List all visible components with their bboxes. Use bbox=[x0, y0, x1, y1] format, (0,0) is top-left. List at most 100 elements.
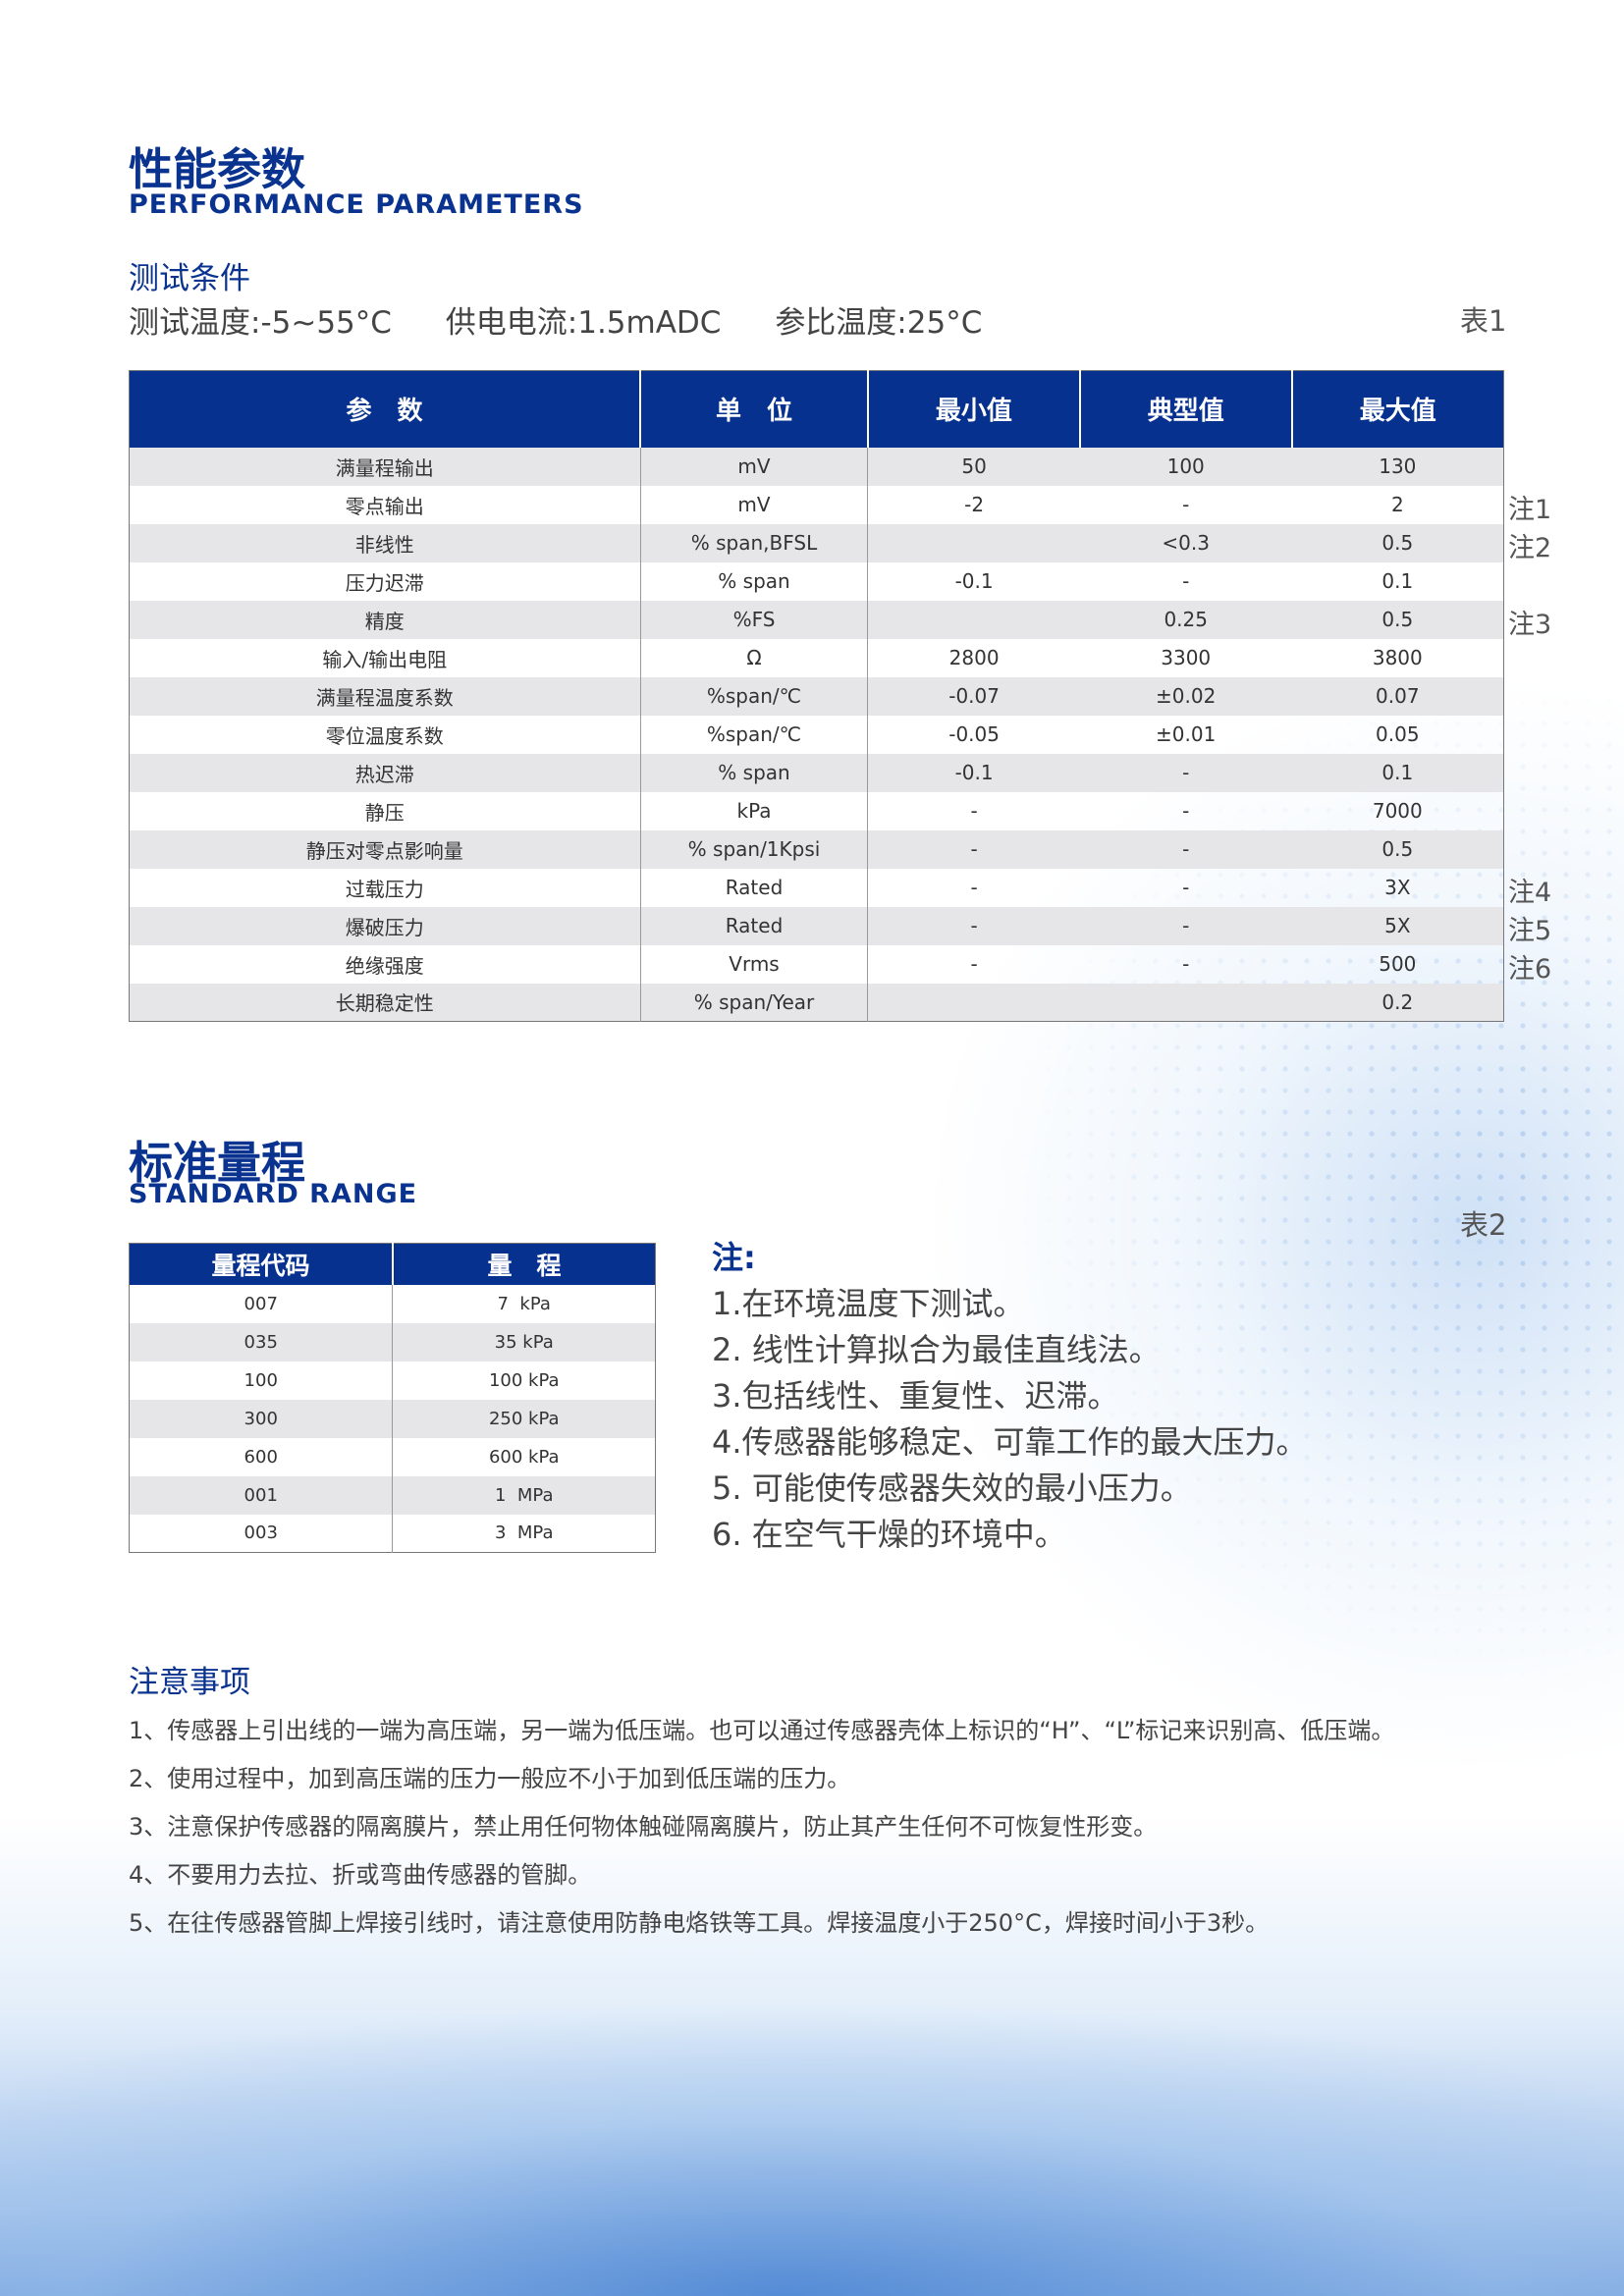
table1-cell: -0.1 bbox=[954, 569, 994, 593]
table2-cell: 035 bbox=[129, 1322, 394, 1362]
table1-cell: 精度 bbox=[129, 600, 641, 639]
table2-header-0: 量程代码 bbox=[129, 1243, 394, 1285]
table1-cell: 0.5 bbox=[1291, 829, 1504, 869]
table2-cell: 300 bbox=[129, 1399, 394, 1438]
side-note-ref: 注2 bbox=[1508, 533, 1552, 563]
table-row: 绝缘强度 Vrms - - 500 bbox=[129, 944, 1504, 984]
table2-cell: 250 kPa bbox=[392, 1399, 656, 1438]
table1-cell bbox=[867, 983, 1080, 1022]
table1-cell: Vrms bbox=[640, 944, 869, 984]
table1-cell: -0.1 bbox=[867, 753, 1080, 792]
table-row: 满量程温度系数 %span/℃ -0.07 ±0.02 0.07 bbox=[129, 676, 1504, 716]
table-row: 300 250 kPa bbox=[129, 1399, 656, 1438]
note-item: 3.包括线性、重复性、迟滞。 bbox=[712, 1377, 1119, 1415]
table-row: 100 100 kPa bbox=[129, 1361, 656, 1400]
section1-title-en: PERFORMANCE PARAMETERS bbox=[129, 189, 584, 220]
caution-block: 注意事项 1、传感器上引出线的一端为高压端，另一端为低压端。也可以通过传感器壳体… bbox=[129, 1657, 1523, 1949]
table1-cell: %span/℃ bbox=[640, 715, 869, 754]
caution-item: 2、使用过程中，加到高压端的压力一般应不小于加到低压端的压力。 bbox=[129, 1765, 851, 1792]
table1-cell: -2 bbox=[964, 493, 985, 516]
side-note-ref: 注5 bbox=[1508, 916, 1552, 946]
table1-cell: mV bbox=[640, 447, 869, 486]
table1-cell: - bbox=[1079, 906, 1292, 945]
note-item: 4.传感器能够稳定、可靠工作的最大压力。 bbox=[712, 1423, 1308, 1461]
table1-cell: 零点输出 bbox=[129, 485, 641, 524]
table1-cell: 满量程输出 bbox=[129, 447, 641, 486]
section2-title-en: STANDARD RANGE bbox=[129, 1179, 418, 1209]
condition-temp: 测试温度:-5~55°C bbox=[129, 305, 392, 341]
test-conditions-heading: 测试条件 bbox=[129, 261, 250, 296]
table1-cell: 0.2 bbox=[1291, 983, 1504, 1022]
table1-cell: 3X bbox=[1384, 876, 1411, 899]
table1-cell: 0.1 bbox=[1381, 569, 1414, 593]
table1-cell: 0.5 bbox=[1291, 600, 1504, 639]
caution-item: 4、不要用力去拉、折或弯曲传感器的管脚。 bbox=[129, 1861, 592, 1889]
table-row: 零位温度系数 %span/℃ -0.05 ±0.01 0.05 bbox=[129, 715, 1504, 754]
table1-cell bbox=[1079, 983, 1292, 1022]
table1-header-0: 参 数 bbox=[129, 370, 642, 448]
table1-cell: 满量程温度系数 bbox=[129, 676, 641, 716]
table1-cell: mV bbox=[640, 485, 869, 524]
table1-cell bbox=[867, 523, 1080, 562]
table1-cell: - bbox=[970, 876, 978, 899]
table1-cell: 0.5 bbox=[1291, 523, 1504, 562]
table1-cell: - bbox=[867, 906, 1080, 945]
table1-cell: - bbox=[970, 952, 978, 976]
section2-title-cn: 标准量程 bbox=[129, 1137, 306, 1189]
table2-header-1: 量 程 bbox=[392, 1243, 656, 1285]
table-row: 003 3 MPa bbox=[129, 1514, 656, 1553]
table1-header-4: 最大值 bbox=[1291, 370, 1504, 448]
table1-cell: - bbox=[1182, 493, 1190, 516]
side-note-ref: 注1 bbox=[1508, 495, 1552, 525]
table-row: 035 35 kPa bbox=[129, 1322, 656, 1362]
table1-cell: 热迟滞 bbox=[129, 753, 641, 792]
table2-cell: 600 kPa bbox=[488, 1446, 560, 1468]
note-item: 2. 线性计算拟合为最佳直线法。 bbox=[712, 1331, 1161, 1368]
table1-cell: 零位温度系数 bbox=[129, 715, 641, 754]
table2-cell: 100 kPa bbox=[488, 1369, 560, 1391]
table2-cell: 1 MPa bbox=[392, 1475, 656, 1515]
table1-cell: 5X bbox=[1291, 906, 1504, 945]
side-note-ref: 注6 bbox=[1508, 954, 1552, 985]
table-row: 热迟滞% span -0.1-0.1 bbox=[129, 753, 1504, 792]
test-conditions: 测试温度:-5~55°C 供电电流:1.5mADC 参比温度:25°C bbox=[129, 297, 1026, 342]
condition-current: 供电电流:1.5mADC bbox=[445, 305, 722, 341]
table1-tag: 表1 bbox=[1460, 304, 1507, 338]
side-note-ref: 注4 bbox=[1508, 878, 1552, 908]
caution-item: 3、注意保护传感器的隔离膜片，禁止用任何物体触碰隔离膜片，防止其产生任何不可恢复… bbox=[129, 1813, 1158, 1841]
table-row: 001 1 MPa bbox=[129, 1475, 656, 1515]
table1-cell: Rated bbox=[640, 906, 869, 945]
table1-cell: % span bbox=[640, 753, 869, 792]
table-row: 输入/输出电阻 Ω 2800 3300 3800 bbox=[129, 638, 1504, 677]
table1-cell: -0.07 bbox=[867, 676, 1080, 716]
table-row: 静压对零点影响量% span/1Kpsi - -0.5 bbox=[129, 829, 1504, 869]
note-item: 1.在环境温度下测试。 bbox=[712, 1285, 1025, 1322]
table-row: 过载压力 Rated - - 3X bbox=[129, 868, 1504, 907]
table2-cell: 7 kPa bbox=[497, 1293, 551, 1314]
table1-cell: 0.05 bbox=[1376, 722, 1420, 746]
table1-cell: - bbox=[970, 799, 978, 823]
table1-cell: - bbox=[1182, 876, 1190, 899]
table1-cell: ±0.02 bbox=[1079, 676, 1292, 716]
table1-cell: -0.05 bbox=[948, 722, 1000, 746]
table1-cell: 静压 bbox=[129, 791, 641, 830]
condition-ref-temp: 参比温度:25°C bbox=[775, 305, 983, 341]
table1-cell: 0.25 bbox=[1079, 600, 1292, 639]
table1-cell: <0.3 bbox=[1079, 523, 1292, 562]
table1-cell: % span/Year bbox=[640, 983, 869, 1022]
table-row: 满量程输出 mV 50 100 130 bbox=[129, 447, 1504, 486]
table-row: 007 7 kPa bbox=[129, 1284, 656, 1323]
table1-cell: 500 bbox=[1379, 952, 1417, 976]
table1-cell: kPa bbox=[640, 791, 869, 830]
side-note-ref: 注3 bbox=[1508, 610, 1552, 640]
caution-item: 1、传感器上引出线的一端为高压端，另一端为低压端。也可以通过传感器壳体上标识的“… bbox=[129, 1717, 1395, 1744]
table1-header-3: 典型值 bbox=[1079, 370, 1293, 448]
table1-cell: 绝缘强度 bbox=[129, 944, 641, 984]
table1-cell: %FS bbox=[640, 600, 869, 639]
table1-cell: % span bbox=[640, 561, 869, 601]
table1-cell: 3800 bbox=[1372, 646, 1423, 669]
table1-cell: - bbox=[1182, 952, 1190, 976]
table1-header-1: 单 位 bbox=[640, 370, 869, 448]
table1-cell: % span,BFSL bbox=[640, 523, 869, 562]
table1-cell: 输入/输出电阻 bbox=[129, 638, 641, 677]
